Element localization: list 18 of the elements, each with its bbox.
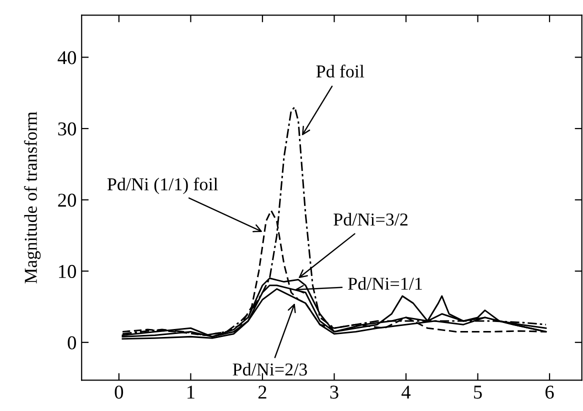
x-tick-label: 2 [258, 386, 266, 399]
x-tick-label: 3 [330, 386, 338, 399]
x-tick-label: 0 [114, 386, 124, 399]
y-tick-label: 40 [58, 51, 76, 64]
annotation: Pd/Ni=2/3 [232, 362, 307, 376]
annotation: Pd/Ni=1/1 [348, 277, 422, 290]
y-tick-label: 20 [58, 194, 76, 207]
x-tick-label: 1 [188, 386, 194, 399]
y-tick-label: 0 [68, 336, 76, 350]
x-tick-label: 6 [546, 386, 554, 399]
x-tick-label: 4 [402, 386, 411, 399]
y-axis-title: Magnitude of transform [24, 112, 41, 284]
annotation: Pd/Ni (1/1) foil [107, 178, 218, 194]
annotation: Pd foil [316, 64, 364, 78]
x-tick-label: 5 [474, 386, 482, 399]
y-tick-label: 10 [59, 264, 76, 278]
annotation: Pd/Ni=3/2 [334, 212, 408, 226]
y-tick-label: 30 [58, 122, 76, 136]
